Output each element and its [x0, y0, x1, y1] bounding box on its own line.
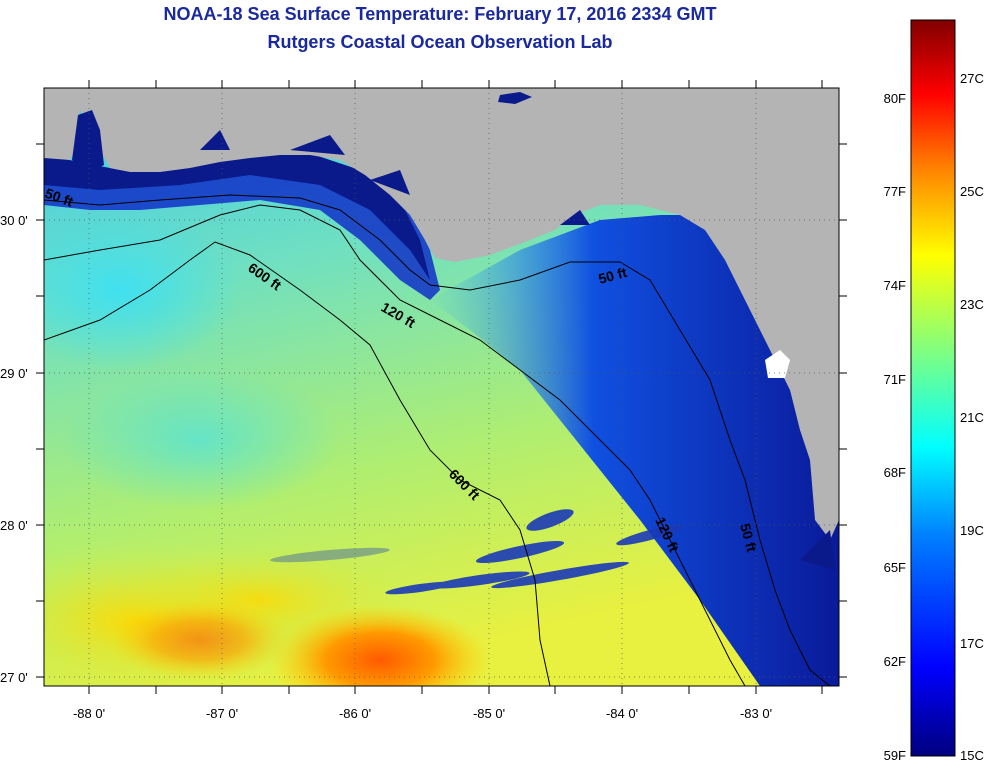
color-scale-bar [910, 19, 956, 757]
scale-f-65: 65F [884, 560, 906, 575]
axis-ticks [36, 80, 847, 694]
lat-label-27: 27 0' [0, 670, 28, 685]
scale-f-74: 74F [884, 278, 906, 293]
lon-label-85: -85 0' [473, 706, 505, 721]
lon-label-84: -84 0' [606, 706, 638, 721]
scale-f-68: 68F [884, 465, 906, 480]
scale-c-21: 21C [960, 410, 984, 425]
scale-f-59: 59F [884, 748, 906, 763]
scale-c-27: 27C [960, 71, 984, 86]
map-area [44, 88, 839, 686]
scale-f-62: 62F [884, 654, 906, 669]
lon-label-87: -87 0' [206, 706, 238, 721]
map-frame [43, 87, 840, 687]
scale-c-25: 25C [960, 184, 984, 199]
scale-f-71: 71F [884, 372, 906, 387]
bathymetry-contours [44, 194, 831, 686]
lat-label-28: 28 0' [0, 518, 28, 533]
lon-label-86: -86 0' [339, 706, 371, 721]
scale-c-19: 19C [960, 523, 984, 538]
scale-c-15: 15C [960, 748, 984, 763]
scale-c-23: 23C [960, 297, 984, 312]
lat-label-29: 29 0' [0, 366, 28, 381]
lon-label-83: -83 0' [740, 706, 772, 721]
map-title: NOAA-18 Sea Surface Temperature: Februar… [163, 4, 717, 24]
scale-c-17: 17C [960, 636, 984, 651]
lat-label-30: 30 0' [0, 213, 28, 228]
scale-f-80: 80F [884, 91, 906, 106]
contour-label-50ft-south: 50 ft [737, 522, 760, 554]
cold-streaks [270, 509, 684, 595]
map-subtitle: Rutgers Coastal Ocean Observation Lab [267, 32, 613, 52]
land-mass [44, 88, 839, 540]
scale-f-77: 77F [884, 184, 906, 199]
lon-label-88: -88 0' [73, 706, 105, 721]
contour-label-50ft-east: 50 ft [597, 264, 629, 287]
